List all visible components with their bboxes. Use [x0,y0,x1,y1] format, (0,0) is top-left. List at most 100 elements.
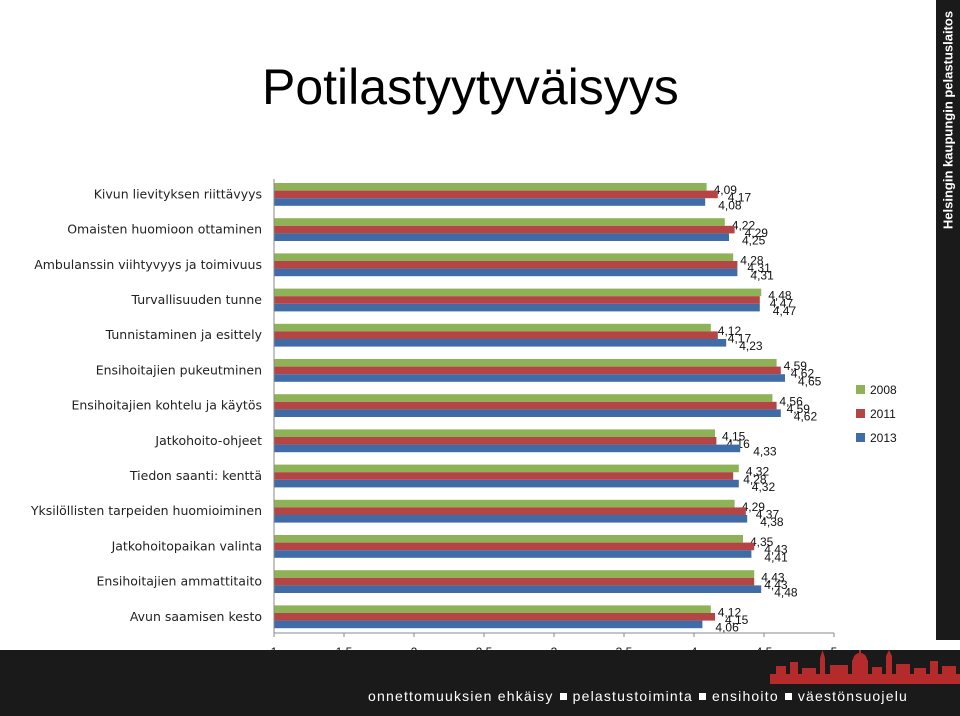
square-bullet-icon [698,693,706,700]
data-label: 4,62 [791,367,815,381]
data-label: 4,35 [750,535,774,549]
footer-item-onnettomuuksien-ehkaisy: onnettomuuksien ehkäisy [368,688,554,704]
data-label: 4,38 [760,515,784,529]
data-label: 4,47 [773,304,797,318]
sidebar-organization-name: Helsingin kaupungin pelastuslaitos [940,10,956,230]
data-label: 4,31 [750,269,774,283]
sidebar-band [936,0,960,640]
data-label: 4,62 [794,410,818,424]
bar [274,409,781,417]
category-label: Omaisten huomioon ottaminen [67,222,262,237]
bar [274,605,711,613]
data-label: 4,33 [753,445,777,459]
category-label: Yksilöllisten tarpeiden huomioiminen [30,503,262,518]
bar [274,401,777,410]
data-label: 4,17 [728,191,752,205]
bar [274,323,711,332]
data-label: 4,28 [743,472,767,486]
bar [274,253,734,261]
data-label: 4,48 [774,586,798,600]
square-bullet-icon [784,693,792,700]
data-label: 4,59 [784,359,808,373]
bar [274,577,755,586]
bar [274,620,703,629]
footer-item-pelastustoiminta: pelastustoiminta [572,688,693,704]
page-title: Potilastyytyväisyys [262,59,679,115]
category-label: Ambulanssin viihtyvyys ja toimivuus [34,257,262,272]
bar [274,444,741,453]
data-label: 4,29 [742,500,766,514]
bar [274,464,739,473]
category-label: Ensihoitajien ammattitaito [97,574,262,589]
bar [274,570,755,578]
data-label: 4,48 [768,289,792,303]
bar [274,268,738,277]
data-label: 4,09 [714,183,738,197]
bar [274,394,773,402]
data-label: 4,31 [747,261,771,275]
footer-item-ensihoito: ensihoito [711,688,779,704]
bar [274,535,743,543]
bar [274,198,706,206]
legend-swatch [856,385,865,394]
data-label: 4,23 [739,339,763,353]
square-bullet-icon [559,693,567,700]
data-label: 4,41 [764,550,788,564]
data-label: 4,37 [756,508,780,522]
bar [274,296,760,304]
data-label: 4,25 [742,234,766,248]
bar [274,233,729,241]
bar [274,542,755,551]
category-label: Jatkohoito-ohjeet [154,433,262,448]
data-label: 4,43 [764,543,788,557]
bar [274,515,748,523]
bar [274,550,752,558]
data-label: 4,32 [746,465,770,479]
data-label: 4,28 [740,254,764,268]
category-label: Jatkohoitopaikan valinta [111,538,262,553]
bar [274,183,707,191]
data-label: 4,15 [725,613,749,627]
legend-label: 2008 [870,383,897,397]
bar [274,303,760,312]
legend-label: 2013 [870,431,897,445]
data-label: 4,06 [715,621,739,635]
data-label: 4,32 [752,480,776,494]
bar [274,374,785,382]
data-label: 4,12 [718,324,742,338]
data-label: 4,08 [718,198,742,212]
category-label: Turvallisuuden tunne [130,292,262,307]
bar [274,359,777,367]
data-label: 4,12 [718,606,742,620]
category-label: Tiedon saanti: kenttä [129,468,262,483]
bar [274,479,739,488]
footer-band: onnettomuuksien ehkäisy pelastustoiminta e… [0,650,960,716]
data-label: 4,56 [779,394,803,408]
bar [274,225,735,234]
legend-swatch [856,409,865,418]
legend-label: 2011 [870,407,896,421]
bar [274,331,718,339]
legend-swatch [856,433,865,442]
bar [274,499,735,508]
bar [274,218,725,226]
footer-menu: onnettomuuksien ehkäisy pelastustoiminta e… [368,688,908,704]
category-label: Kivun lievityksen riittävyys [94,186,262,201]
category-label: Ensihoitajien pukeutminen [96,362,262,377]
bar [274,507,746,515]
bar [274,585,762,593]
bar [274,472,734,480]
bar [274,288,762,297]
data-label: 4,59 [787,402,811,416]
category-label: Ensihoitajien kohtelu ja käytös [71,398,262,413]
city-skyline-icon [770,650,960,684]
bar [274,437,717,445]
bar [274,366,781,375]
bar [274,429,715,437]
category-label: Avun saamisen kesto [130,609,262,624]
footer-item-vaestonsuojelu: väestönsuojelu [797,688,909,704]
category-label: Tunnistaminen ja esittely [105,327,263,342]
data-label: 4,65 [798,374,822,388]
data-label: 4,17 [728,332,752,346]
